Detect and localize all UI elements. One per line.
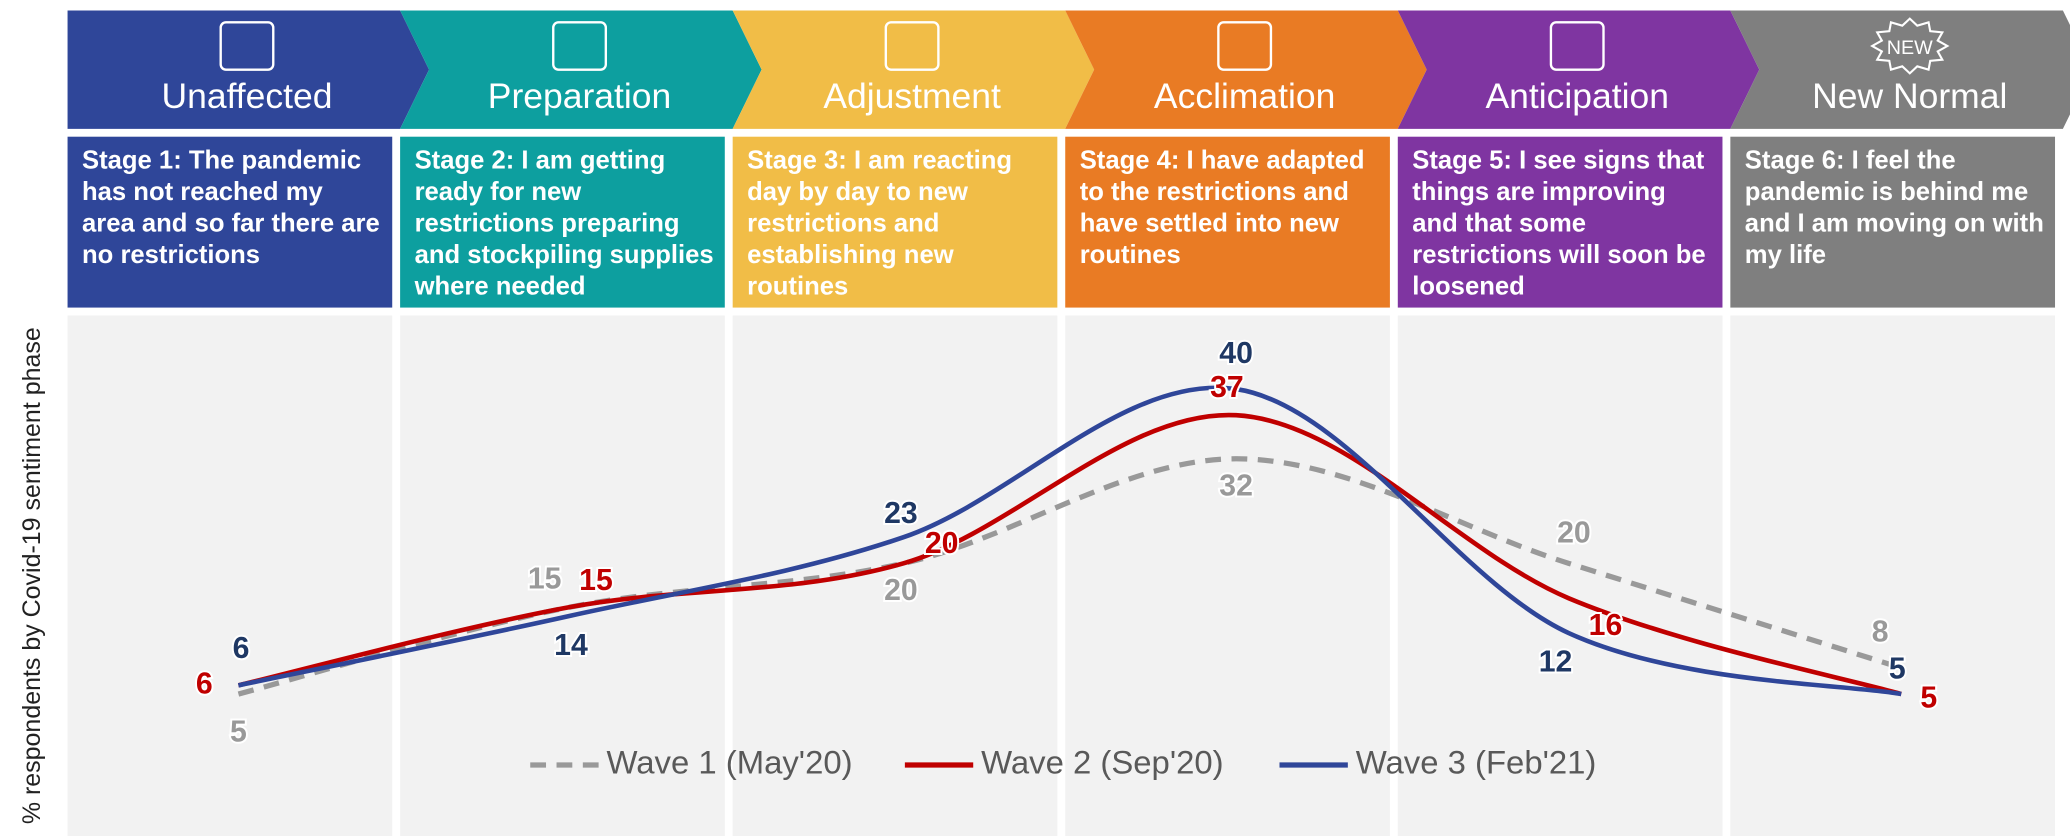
description: Stage 3: I am reacting day by day to new… (747, 145, 1013, 302)
stage-name: Acclimation (1154, 76, 1335, 116)
legend-label: Wave 1 (May'20) (606, 744, 852, 781)
data-label: 6 (233, 632, 250, 665)
data-label: 23 (884, 497, 918, 530)
data-label: 20 (925, 527, 959, 560)
y-axis-label: % respondents by Covid-19 sentiment phas… (18, 327, 46, 824)
data-label: 20 (1557, 516, 1591, 549)
stage-name: Unaffected (161, 76, 332, 116)
description: Stage 5: I see signs that things are imp… (1412, 145, 1706, 302)
description: Stage 6: I feel the pandemic is behind m… (1744, 145, 2044, 270)
description-box (67, 136, 393, 308)
plot-panel (1065, 315, 1390, 836)
description-box (1730, 136, 2056, 308)
stage-name: Adjustment (823, 76, 1001, 116)
icon (219, 21, 275, 71)
data-label: 16 (1589, 609, 1623, 642)
stage-name: New Normal (1812, 76, 2007, 116)
data-label: 5 (1920, 681, 1937, 714)
data-label: 15 (579, 564, 613, 597)
stage-name: Anticipation (1485, 76, 1668, 116)
description-box (1397, 136, 1723, 308)
description: Stage 2: I am getting ready for new rest… (414, 145, 714, 302)
legend-label: Wave 3 (Feb'21) (1356, 744, 1597, 781)
data-label: 6 (196, 667, 213, 700)
plot-panel (400, 315, 725, 836)
data-label: 37 (1210, 371, 1244, 404)
icon (552, 21, 608, 71)
icon (1870, 17, 1950, 75)
data-label: 15 (528, 563, 562, 596)
series-line (237, 412, 1902, 697)
series-line (237, 385, 1902, 697)
icon (1549, 21, 1605, 71)
icon-label: NEW (1887, 37, 1933, 59)
description: Stage 1: The pandemic has not reached my… (82, 145, 380, 270)
description-text: Stage 1: The pandemic has not reached my… (82, 145, 380, 270)
stage-name: Preparation (488, 76, 671, 116)
plot-panel (1730, 315, 2056, 836)
icon (1217, 21, 1273, 71)
legend-label: Wave 2 (Sep'20) (981, 744, 1223, 781)
data-label: 20 (884, 574, 918, 607)
data-label: 14 (554, 629, 588, 662)
stage-chevron (1730, 10, 2070, 129)
description-text: Stage 4: I have adapted to the restricti… (1079, 145, 1365, 270)
description-text: Stage 2: I am getting ready for new rest… (414, 145, 714, 302)
description-box (400, 136, 725, 308)
description-box (1065, 136, 1390, 308)
description-text: Stage 6: I feel the pandemic is behind m… (1744, 145, 2044, 270)
plot-panel (732, 315, 1058, 836)
description-text: Stage 5: I see signs that things are imp… (1412, 145, 1706, 302)
icon (884, 21, 940, 71)
plot-panel (67, 315, 393, 836)
description: Stage 4: I have adapted to the restricti… (1079, 145, 1365, 270)
data-label: 5 (1889, 652, 1906, 685)
description-box (732, 136, 1058, 308)
data-label: 5 (230, 715, 247, 748)
data-label: 12 (1539, 645, 1573, 678)
data-label: 40 (1219, 337, 1253, 370)
data-label: 32 (1219, 470, 1253, 503)
description-text: Stage 3: I am reacting day by day to new… (747, 145, 1013, 302)
plot-panel (1397, 315, 1723, 836)
data-label: 8 (1872, 616, 1889, 649)
